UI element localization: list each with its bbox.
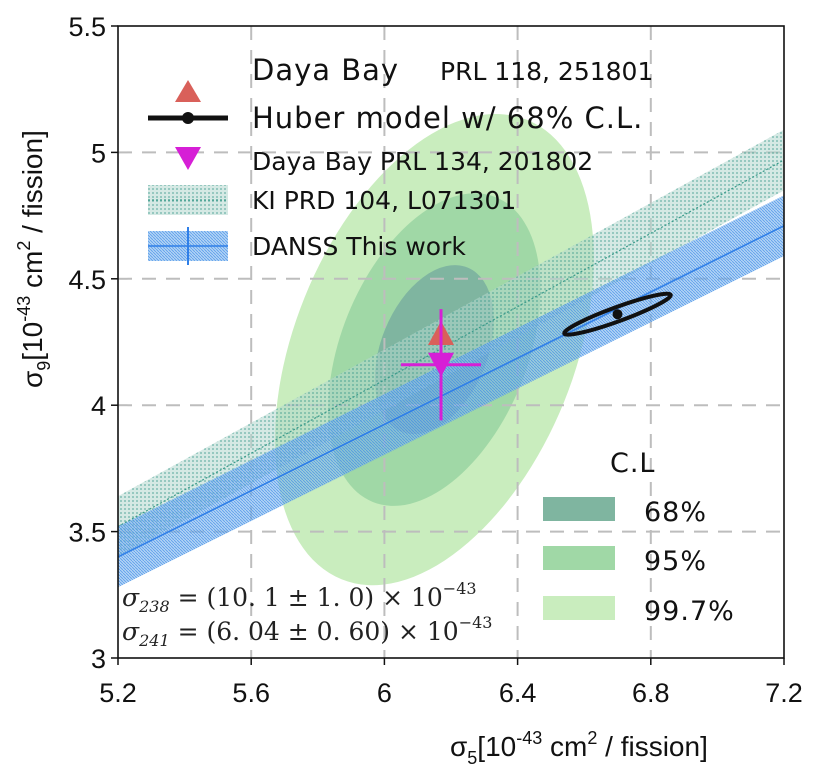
cl-swatch-68 (543, 497, 615, 521)
cl-legend: C.L 68% 95% 99.7% (543, 448, 735, 627)
x-ticks: 5.2 5.6 6 6.4 6.8 7.2 (99, 658, 803, 708)
y-tick-label: 5.5 (68, 12, 106, 42)
cl-swatch-95 (543, 546, 615, 570)
y-tick-label: 3 (91, 644, 106, 674)
legend-daya-bay-2025-marker (175, 147, 201, 170)
plot-frame (117, 25, 785, 659)
legend-huber-label: Huber model w/ 68% C.L. (252, 101, 643, 135)
cl-swatch-99-7 (543, 596, 615, 620)
y-axis-label: σ9[10-43 cm2 / fission] (14, 130, 54, 388)
legend-daya-bay-2017-marker (175, 80, 201, 102)
cl-label-95: 95% (644, 546, 707, 577)
legend: Daya Bay PRL 118, 251801 Huber model w/ … (148, 53, 653, 265)
x-tick-label: 6.4 (499, 678, 537, 708)
legend-ki-label: KI PRD 104, L071301 (252, 186, 516, 215)
plot-area (118, 26, 784, 658)
cl-label-68: 68% (644, 497, 707, 528)
cl-label-99-7: 99.7% (644, 596, 735, 627)
cl-title: C.L (610, 448, 655, 479)
x-tick-label: 6.8 (632, 678, 670, 708)
y-tick-label: 4.5 (68, 265, 106, 295)
daya-bay-2025-marker (428, 352, 455, 377)
huber-ellipse (562, 291, 673, 337)
y-ticks: 3 3.5 4 4.5 5 5.5 (68, 12, 118, 674)
legend-huber-dot (182, 112, 194, 124)
x-axis-label: σ5[10-43 cm2 / fission] (450, 728, 708, 768)
x-tick-label: 6 (377, 678, 392, 708)
x-tick-label: 7.2 (765, 678, 803, 708)
y-tick-label: 3.5 (68, 518, 106, 548)
legend-daya-bay-2017-name: Daya Bay (252, 53, 399, 87)
y-tick-label: 4 (91, 391, 106, 421)
annotation-sigma-241: σ241 = (6. 04 ± 0. 60) × 10−43 (122, 613, 492, 650)
legend-daya-bay-2025-label: Daya Bay PRL 134, 201802 (252, 147, 593, 176)
legend-daya-bay-2017-ref: PRL 118, 251801 (440, 57, 653, 86)
huber-point (612, 309, 623, 320)
legend-danss-label: DANSS This work (252, 232, 466, 261)
x-tick-label: 5.2 (99, 678, 137, 708)
annotation-sigma-238: σ238 = (10. 1 ± 1. 0) × 10−43 (122, 579, 477, 616)
y-tick-label: 5 (91, 138, 106, 168)
danss-center-line (118, 224, 784, 558)
x-tick-label: 5.6 (232, 678, 270, 708)
